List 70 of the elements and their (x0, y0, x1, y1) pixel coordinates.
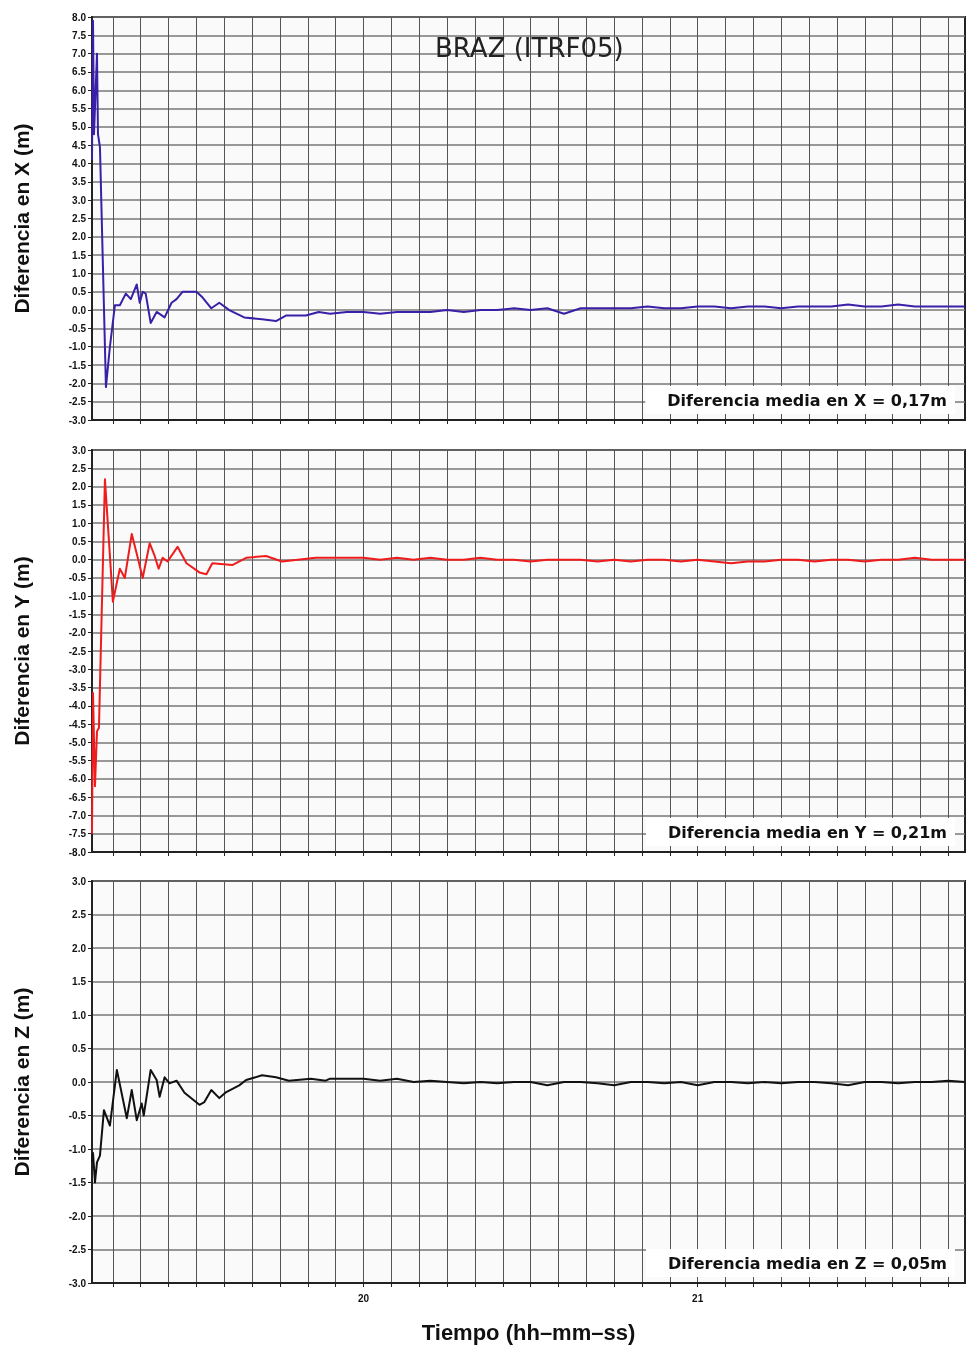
x-tick-label: 21 (692, 1292, 704, 1304)
x-axis-title: Tiempo (hh–mm–ss) (421, 1319, 636, 1345)
y-tick-label: 7.5 (72, 29, 87, 41)
y-tick-label: 5.5 (72, 103, 87, 115)
y-tick-label: 2.5 (72, 213, 87, 224)
y-tick-label: 4.5 (72, 139, 87, 151)
x-tick-label: 20 (357, 1292, 370, 1304)
y-tick-label: -0.5 (68, 572, 87, 584)
y-tick-label: -3.0 (68, 414, 87, 426)
y-tick-label: 2.5 (72, 462, 87, 474)
y-tick-label: 1.5 (72, 249, 87, 261)
y-tick-label: -8.0 (68, 846, 87, 858)
y-tick-label: 3.0 (72, 875, 87, 887)
y-tick-label: 0.5 (72, 286, 87, 298)
line-series (91, 19, 966, 389)
y-tick-label: 1.5 (72, 499, 87, 511)
y-tick-label: -2.5 (68, 396, 87, 408)
y-tick-label: -1.0 (68, 341, 87, 353)
y-tick-label: -4.0 (68, 700, 87, 712)
y-tick-label: -3.0 (68, 663, 87, 675)
y-tick-label: 0.0 (72, 1076, 87, 1088)
y-axis-title: Diferencia en Y (m) (10, 556, 33, 746)
y-tick-label: 3.0 (72, 444, 87, 456)
y-tick-label: 2.0 (72, 231, 87, 243)
y-tick-label: -3.0 (68, 1277, 87, 1289)
annotation: Diferencia media en Z = 0,05m (668, 1253, 947, 1273)
y-tick-label: -2.0 (68, 377, 87, 389)
line-series (91, 1068, 966, 1184)
y-tick-label: -0.5 (68, 322, 87, 334)
y-tick-label: 5.0 (72, 121, 87, 133)
annotation: Diferencia media en Y = 0,21m (668, 822, 947, 842)
y-tick-label: 6.5 (72, 66, 87, 78)
y-tick-label: 2.5 (72, 909, 87, 920)
y-tick-label: 0.5 (72, 535, 87, 547)
y-tick-label: 3.5 (72, 176, 87, 188)
y-tick-label: -2.0 (68, 627, 87, 639)
y-tick-label: -4.5 (68, 718, 87, 730)
y-tick-label: 7.0 (72, 48, 87, 60)
annotation: Diferencia media en X = 0,17m (667, 390, 947, 410)
y-tick-label: 0.0 (72, 304, 87, 316)
y-tick-label: 0.5 (72, 1043, 87, 1054)
y-tick-label: -6.0 (68, 773, 87, 785)
y-tick-label: -2.5 (68, 645, 87, 657)
y-tick-label: 1.0 (72, 1009, 87, 1021)
y-tick-label: -7.0 (68, 809, 87, 821)
y-tick-label: -7.5 (68, 828, 87, 840)
y-tick-label: -1.5 (68, 1177, 87, 1188)
y-tick-label: -5.5 (68, 755, 87, 767)
y-axis-title: Diferencia en X (m) (10, 123, 33, 314)
y-tick-label: -1.5 (68, 359, 87, 371)
y-tick-label: -1.5 (68, 608, 87, 620)
y-tick-label: 3.0 (72, 194, 87, 206)
y-tick-label: -2.5 (68, 1244, 87, 1255)
y-tick-label: 1.0 (72, 267, 87, 279)
y-tick-label: -6.5 (68, 791, 87, 803)
y-tick-label: -1.0 (68, 590, 87, 602)
y-tick-label: 4.0 (72, 158, 87, 170)
y-tick-label: 1.5 (72, 976, 87, 987)
y-tick-label: -0.5 (68, 1110, 87, 1121)
y-tick-label: 6.0 (72, 84, 87, 96)
y-tick-label: 1.0 (72, 517, 87, 529)
y-axis-title: Diferencia en Z (m) (10, 987, 33, 1177)
y-tick-label: 2.0 (72, 481, 87, 493)
y-tick-label: -1.0 (68, 1143, 87, 1155)
y-tick-label: -5.0 (68, 736, 87, 748)
y-tick-label: -2.0 (68, 1210, 87, 1222)
y-tick-label: 8.0 (72, 11, 87, 23)
y-tick-label: 0.0 (72, 554, 87, 566)
y-tick-label: -3.5 (68, 682, 87, 694)
y-tick-label: 2.0 (72, 942, 87, 954)
